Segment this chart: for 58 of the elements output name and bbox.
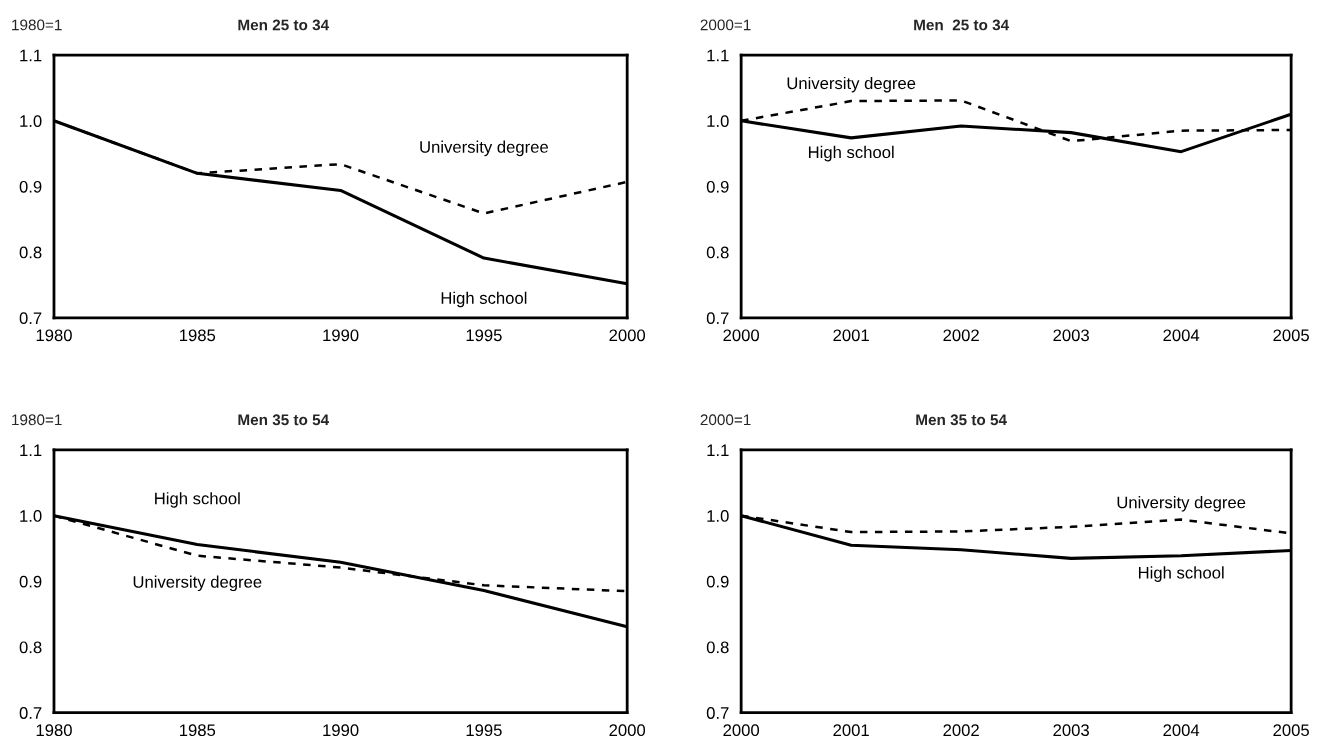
y-axis-title: 2000=1 — [700, 19, 751, 31]
y-tick-label: 0.8 — [706, 641, 729, 654]
x-tick-label: 1995 — [466, 329, 502, 342]
chart-title: Men 35 to 54 — [916, 414, 1007, 426]
y-tick-label: 0.7 — [19, 312, 42, 325]
y-tick-label: 0.9 — [19, 180, 42, 193]
series-label: University degree — [133, 575, 262, 592]
y-tick-label: 0.9 — [706, 180, 729, 193]
y-tick-label: 0.7 — [706, 707, 729, 719]
x-tick-label: 2003 — [1053, 329, 1089, 342]
y-axis-title: 1980=1 — [12, 414, 62, 426]
x-tick-label: 1980 — [36, 329, 72, 342]
x-tick-label: 2003 — [1053, 724, 1089, 737]
x-tick-label: 2004 — [1163, 329, 1200, 342]
x-tick-label: 1995 — [466, 724, 502, 737]
y-tick-label: 1.0 — [20, 510, 42, 522]
y-tick-label: 1.0 — [20, 115, 42, 127]
y-tick-label: 0.9 — [19, 575, 42, 588]
chart-title: Men 25 to 34 — [238, 19, 330, 31]
x-tick-label: 2000 — [609, 329, 646, 342]
series-label: High school — [1138, 566, 1224, 582]
series-label: High school — [441, 291, 527, 308]
y-tick-label: 1.1 — [20, 444, 42, 457]
y-axis-title: 1980=1 — [12, 19, 62, 31]
x-tick-label: 2000 — [723, 724, 760, 737]
y-tick-label: 0.8 — [19, 641, 42, 654]
y-tick-label: 1.0 — [707, 115, 729, 127]
y-axis-title: 2000=1 — [700, 414, 751, 426]
y-tick-label: 1.1 — [707, 49, 729, 62]
x-tick-label: 2004 — [1163, 724, 1200, 737]
y-tick-label: 0.9 — [706, 575, 729, 588]
x-tick-label: 2005 — [1273, 329, 1309, 342]
x-tick-label: 1980 — [36, 724, 72, 737]
chart-title: Men 35 to 54 — [238, 414, 330, 426]
x-tick-label: 2002 — [943, 329, 979, 342]
x-tick-label: 1990 — [323, 329, 359, 342]
chart-title: Men 25 to 34 — [914, 19, 1010, 31]
y-tick-label: 0.7 — [706, 312, 729, 325]
x-tick-label: 2000 — [723, 329, 760, 342]
x-tick-label: 2001 — [833, 329, 869, 342]
x-tick-label: 1985 — [180, 329, 216, 342]
x-tick-label: 1985 — [180, 724, 216, 737]
series-label: High school — [808, 145, 894, 162]
text: University degree — [420, 140, 548, 157]
y-tick-label: 1.1 — [707, 444, 729, 457]
y-tick-label: 1.1 — [20, 49, 42, 62]
x-tick-label: 2005 — [1273, 724, 1309, 737]
series-label: High school — [155, 492, 240, 508]
x-tick-label: 2002 — [943, 724, 979, 737]
y-tick-label: 0.8 — [19, 246, 42, 259]
y-tick-label: 1.0 — [707, 510, 729, 522]
series-label: University degree — [1117, 496, 1246, 512]
x-tick-label: 2001 — [833, 724, 869, 737]
x-tick-label: 1990 — [323, 724, 359, 737]
x-tick-label: 2000 — [609, 724, 646, 737]
y-tick-label: 0.8 — [706, 246, 729, 259]
y-tick-label: 0.7 — [19, 707, 42, 719]
series-label: University degree — [787, 76, 916, 93]
